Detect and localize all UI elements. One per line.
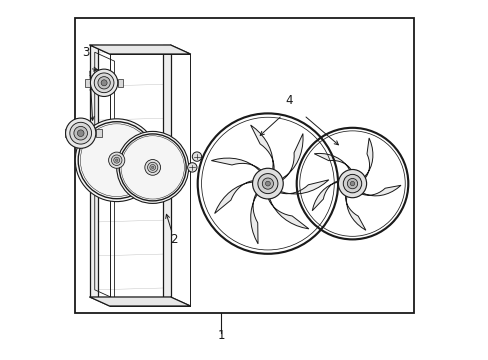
Polygon shape bbox=[154, 175, 172, 189]
Polygon shape bbox=[122, 165, 149, 169]
Circle shape bbox=[98, 77, 110, 89]
Circle shape bbox=[265, 181, 270, 186]
Polygon shape bbox=[214, 181, 252, 213]
Polygon shape bbox=[148, 174, 154, 197]
Polygon shape bbox=[89, 297, 190, 306]
Circle shape bbox=[349, 181, 354, 186]
Circle shape bbox=[338, 170, 366, 198]
Circle shape bbox=[101, 80, 107, 86]
Polygon shape bbox=[158, 140, 162, 162]
Circle shape bbox=[111, 155, 122, 166]
Polygon shape bbox=[345, 196, 365, 230]
Polygon shape bbox=[124, 165, 145, 174]
Circle shape bbox=[114, 157, 120, 163]
Circle shape bbox=[257, 174, 277, 194]
Circle shape bbox=[144, 159, 160, 175]
FancyBboxPatch shape bbox=[96, 129, 102, 138]
Circle shape bbox=[252, 168, 283, 199]
Polygon shape bbox=[361, 185, 400, 196]
Polygon shape bbox=[84, 158, 109, 170]
Circle shape bbox=[108, 152, 124, 168]
Circle shape bbox=[187, 163, 197, 172]
Circle shape bbox=[65, 118, 96, 148]
Polygon shape bbox=[250, 125, 274, 170]
FancyBboxPatch shape bbox=[118, 79, 122, 87]
Polygon shape bbox=[115, 127, 121, 153]
Polygon shape bbox=[124, 138, 142, 159]
FancyBboxPatch shape bbox=[85, 79, 90, 87]
Polygon shape bbox=[135, 170, 145, 191]
Polygon shape bbox=[116, 168, 133, 189]
Polygon shape bbox=[250, 194, 258, 244]
Bar bbox=[75, 18, 413, 313]
Text: 1: 1 bbox=[217, 329, 224, 342]
Polygon shape bbox=[280, 180, 328, 194]
Polygon shape bbox=[159, 171, 181, 174]
Circle shape bbox=[77, 130, 84, 136]
Circle shape bbox=[117, 131, 188, 203]
Polygon shape bbox=[268, 199, 308, 229]
Polygon shape bbox=[163, 45, 170, 297]
Polygon shape bbox=[364, 138, 372, 178]
Circle shape bbox=[147, 162, 158, 172]
Circle shape bbox=[149, 165, 155, 170]
Circle shape bbox=[90, 69, 118, 96]
Polygon shape bbox=[89, 45, 190, 54]
Circle shape bbox=[75, 119, 158, 202]
Circle shape bbox=[74, 126, 87, 140]
Polygon shape bbox=[89, 45, 98, 297]
Polygon shape bbox=[89, 141, 114, 153]
Text: 2: 2 bbox=[170, 233, 178, 246]
Polygon shape bbox=[211, 158, 260, 171]
Circle shape bbox=[70, 122, 91, 144]
FancyBboxPatch shape bbox=[60, 129, 65, 138]
Polygon shape bbox=[141, 141, 154, 159]
Circle shape bbox=[94, 73, 114, 93]
Polygon shape bbox=[314, 153, 350, 170]
Text: 4: 4 bbox=[285, 94, 293, 107]
Polygon shape bbox=[282, 134, 303, 180]
Circle shape bbox=[192, 152, 201, 161]
Polygon shape bbox=[126, 154, 148, 161]
Polygon shape bbox=[160, 152, 177, 167]
Circle shape bbox=[115, 159, 118, 162]
Text: 3: 3 bbox=[82, 46, 90, 59]
Polygon shape bbox=[103, 165, 110, 191]
Polygon shape bbox=[312, 181, 338, 211]
Circle shape bbox=[262, 178, 273, 189]
Circle shape bbox=[151, 166, 154, 168]
Circle shape bbox=[346, 179, 357, 189]
Circle shape bbox=[343, 174, 361, 193]
